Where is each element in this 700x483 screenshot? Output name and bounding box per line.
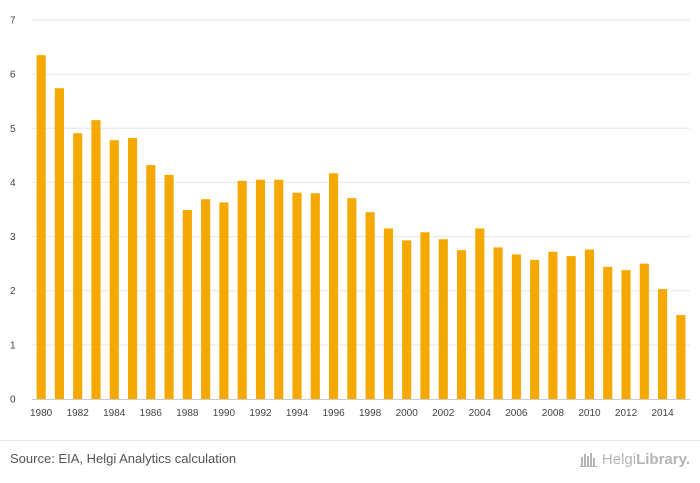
x-tick-label: 1980 [30, 408, 53, 419]
y-tick-label: 5 [10, 124, 16, 135]
source-note: Source: EIA, Helgi Analytics calculation [10, 451, 237, 466]
bar-1983 [91, 120, 101, 400]
bar-1980 [36, 55, 46, 399]
bar-1994 [292, 192, 302, 399]
bar-1986 [146, 165, 156, 399]
bar-1993 [274, 179, 284, 399]
x-tick-label: 2010 [578, 408, 601, 419]
x-tick-label: 2002 [432, 408, 455, 419]
x-axis-ticks: 1980 1982 1984 1986 1988 1990 1992 1994 1996 1998… [30, 408, 674, 419]
bar-chart: 0 1 2 3 4 5 6 7 1980 1982 1984 1986 1988 1990 1992 199… [10, 16, 690, 419]
x-tick-label: 1996 [322, 408, 345, 419]
bar-1991 [237, 180, 247, 399]
logo-text-regular: Helgi [601, 450, 637, 468]
x-tick-label: 2014 [651, 408, 674, 419]
footer-divider [0, 440, 700, 441]
y-tick-label: 4 [10, 178, 16, 189]
y-tick-label: 3 [10, 232, 16, 243]
helgi-library-logo: HelgiLibrary. [579, 449, 690, 469]
bar-2008 [548, 251, 558, 399]
y-tick-label: 7 [10, 16, 16, 27]
bar-1998 [365, 212, 375, 399]
x-tick-label: 1998 [359, 408, 382, 419]
bar-1999 [383, 228, 393, 399]
y-tick-label: 6 [10, 70, 16, 81]
bar-1997 [347, 198, 357, 399]
y-axis-ticks: 0 1 2 3 4 5 6 7 [10, 16, 16, 406]
x-tick-label: 2006 [505, 408, 528, 419]
x-tick-label: 2008 [542, 408, 565, 419]
bar-2006 [511, 254, 521, 399]
x-tick-label: 1994 [286, 408, 309, 419]
bar-2015 [676, 315, 686, 399]
library-icon [579, 453, 597, 467]
bar-1995 [310, 193, 320, 399]
bars [36, 55, 686, 400]
x-tick-label: 2012 [615, 408, 638, 419]
bar-2007 [530, 259, 540, 399]
bar-1985 [127, 138, 138, 399]
bar-1984 [109, 140, 119, 399]
bar-2013 [639, 263, 649, 399]
bar-1990 [219, 202, 229, 399]
bar-2000 [402, 240, 412, 399]
x-tick-label: 1986 [140, 408, 163, 419]
bar-2003 [456, 250, 467, 399]
x-tick-label: 2004 [469, 408, 492, 419]
y-tick-label: 2 [10, 286, 16, 297]
x-tick-label: 1988 [176, 408, 199, 419]
x-tick-label: 1990 [213, 408, 236, 419]
y-tick-label: 0 [10, 395, 16, 406]
x-tick-label: 1982 [67, 408, 90, 419]
bar-2009 [566, 256, 576, 399]
x-tick-label: 2000 [396, 408, 419, 419]
bar-2001 [420, 232, 430, 399]
bar-1987 [164, 174, 174, 399]
x-tick-label: 1992 [249, 408, 272, 419]
bar-2002 [438, 239, 448, 399]
bar-1988 [182, 210, 192, 399]
logo-text-bold: Library. [636, 450, 690, 468]
bar-1982 [73, 133, 83, 399]
bar-1989 [201, 199, 211, 399]
bar-2010 [584, 249, 595, 399]
bar-2014 [658, 289, 668, 399]
bar-1996 [329, 173, 339, 399]
x-tick-label: 1984 [103, 408, 126, 419]
gridlines [32, 19, 690, 346]
bar-2004 [475, 228, 485, 399]
bar-2005 [493, 247, 503, 399]
bar-1981 [54, 88, 64, 399]
bar-2012 [621, 270, 631, 399]
y-tick-label: 1 [10, 340, 16, 351]
bar-2011 [603, 266, 613, 399]
bar-1992 [255, 179, 266, 399]
